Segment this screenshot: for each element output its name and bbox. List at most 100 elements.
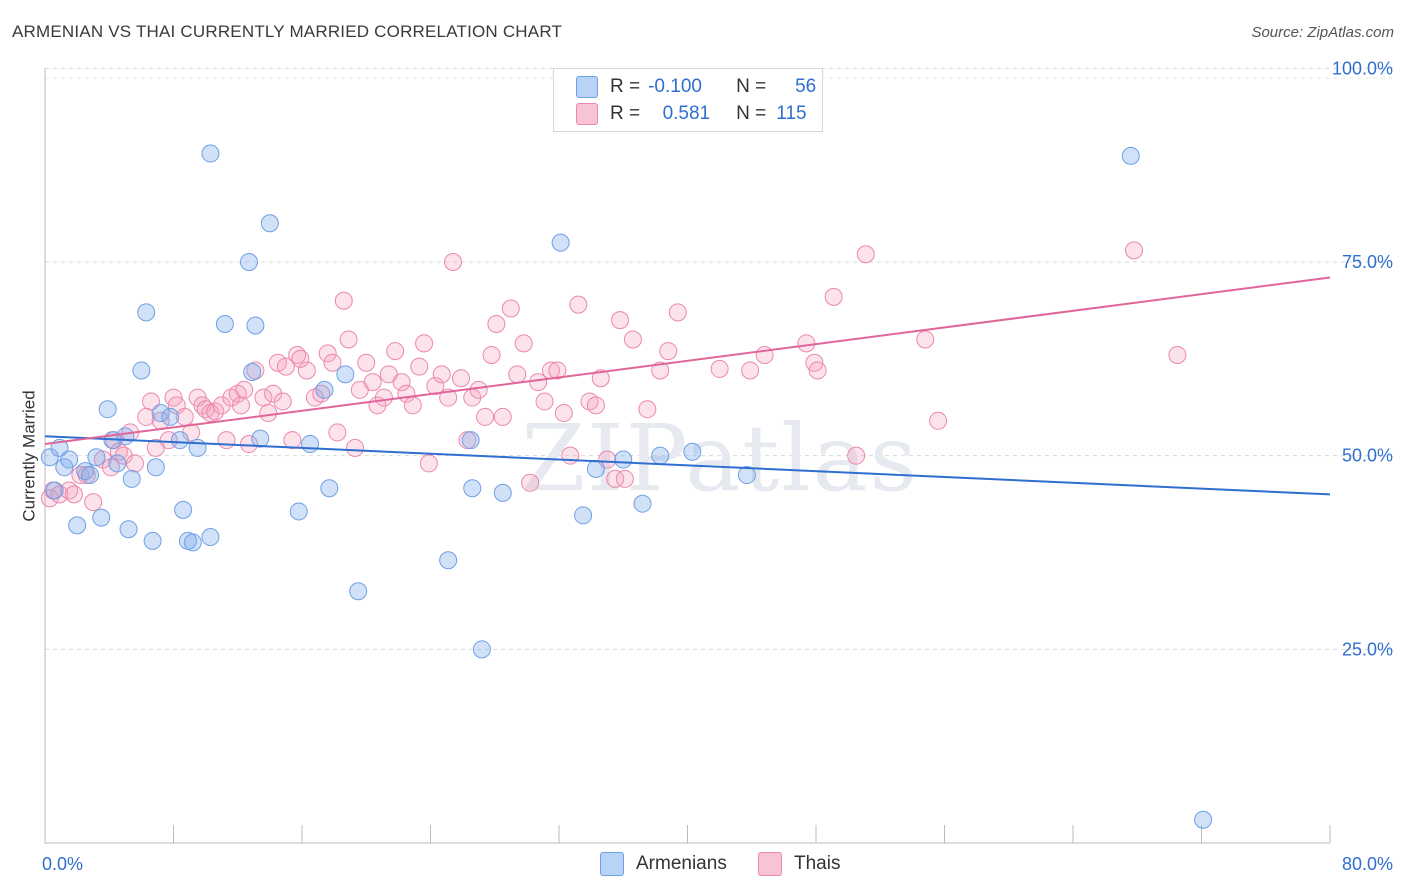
armenians-swatch <box>600 852 624 876</box>
armenian-point <box>551 233 570 252</box>
armenian-point <box>243 363 262 382</box>
legend-label: Thais <box>794 853 841 874</box>
thai-point <box>623 330 642 349</box>
thai-point <box>659 342 678 361</box>
thais-swatch <box>758 852 782 876</box>
r-label: R = <box>610 103 641 124</box>
thai-point <box>591 369 610 388</box>
stats-legend: R = -0.100 N = 56 R = 0.581 N = 115 <box>553 68 823 132</box>
armenian-point <box>301 435 320 454</box>
n-value: 56 <box>795 76 817 97</box>
thai-point <box>521 473 540 492</box>
armenian-point <box>161 407 180 426</box>
x-tick-label: 80.0% <box>1342 854 1393 874</box>
thai-point <box>929 411 948 430</box>
armenian-point <box>289 502 308 521</box>
armenian-point <box>461 431 480 450</box>
thai-point <box>482 345 501 364</box>
thai-point <box>291 349 310 368</box>
armenian-point <box>201 144 220 163</box>
armenian-point <box>472 640 491 659</box>
y-tick-labels: 100.0% 75.0% 50.0% 25.0% 0.0% 80.0% <box>42 58 1393 874</box>
thai-point <box>808 361 827 380</box>
y-tick-label: 100.0% <box>1332 58 1393 78</box>
thai-point <box>1168 345 1187 364</box>
armenian-point <box>40 448 59 467</box>
armenian-point <box>586 459 605 478</box>
thai-point <box>1125 241 1144 260</box>
armenian-point <box>683 442 702 461</box>
thais-swatch <box>576 103 598 125</box>
thai-point <box>797 334 816 353</box>
thai-point <box>374 388 393 407</box>
armenian-point <box>633 494 652 513</box>
r-value: -0.100 <box>648 76 702 97</box>
thai-point <box>363 373 382 392</box>
legend-item-thais[interactable]: Thais <box>758 852 840 876</box>
thai-point <box>235 380 254 399</box>
y-tick-label: 25.0% <box>1342 639 1393 659</box>
thai-point <box>615 469 634 488</box>
armenian-point <box>170 431 189 450</box>
thai-point <box>264 384 283 403</box>
thai-point <box>651 361 670 380</box>
thai-point <box>569 295 588 314</box>
thai-point <box>297 361 316 380</box>
thai-point <box>554 404 573 423</box>
y-tick-label: 50.0% <box>1342 446 1393 466</box>
armenian-point <box>336 365 355 384</box>
thai-point <box>469 380 488 399</box>
thai-point <box>217 431 236 450</box>
thai-point <box>328 423 347 442</box>
n-value: 115 <box>776 103 807 124</box>
armenian-point <box>463 479 482 498</box>
legend-item-armenians[interactable]: Armenians <box>600 852 727 876</box>
thai-point <box>415 334 434 353</box>
thai-point <box>246 361 265 380</box>
armenian-point <box>1194 810 1213 829</box>
thai-point <box>259 404 278 423</box>
armenian-point <box>651 446 670 465</box>
armenian-point <box>68 516 87 535</box>
thai-point <box>64 485 83 504</box>
thai-point <box>231 396 250 415</box>
thai-point <box>741 361 760 380</box>
thai-point <box>487 314 506 333</box>
armenian-point <box>614 450 633 469</box>
y-axis-label: Currently Married <box>19 390 39 522</box>
armenian-point <box>246 316 265 335</box>
thai-point <box>501 299 520 318</box>
armenian-point <box>493 483 512 502</box>
thai-point <box>432 365 451 384</box>
thai-point <box>548 361 567 380</box>
watermark: ZIPatlas <box>521 405 918 512</box>
thai-point <box>452 369 471 388</box>
thai-point <box>638 400 657 419</box>
thai-point <box>710 359 729 378</box>
thais-trend-line <box>44 276 1331 446</box>
armenian-point <box>108 454 127 473</box>
thai-point <box>493 407 512 426</box>
r-value: 0.581 <box>662 103 711 124</box>
series-legend: Armenians Thais <box>0 852 1406 876</box>
thai-point <box>346 438 365 457</box>
armenian-point <box>315 380 334 399</box>
thai-point <box>916 330 935 349</box>
thai-point <box>443 253 462 272</box>
thai-point <box>386 342 405 361</box>
armenian-point <box>87 448 106 467</box>
armenian-point <box>239 253 258 272</box>
armenian-point <box>439 551 458 570</box>
axes <box>44 68 1331 844</box>
thai-point <box>334 291 353 310</box>
armenian-point <box>1121 146 1140 165</box>
thai-point <box>392 373 411 392</box>
x-tick-label: 0.0% <box>42 854 83 874</box>
armenian-point <box>143 531 162 550</box>
n-label: N = <box>736 76 767 97</box>
armenians-swatch <box>576 76 598 98</box>
thai-point <box>419 454 438 473</box>
chart-title: ARMENIAN VS THAI CURRENTLY MARRIED CORRE… <box>12 22 563 41</box>
thai-point <box>535 392 554 411</box>
